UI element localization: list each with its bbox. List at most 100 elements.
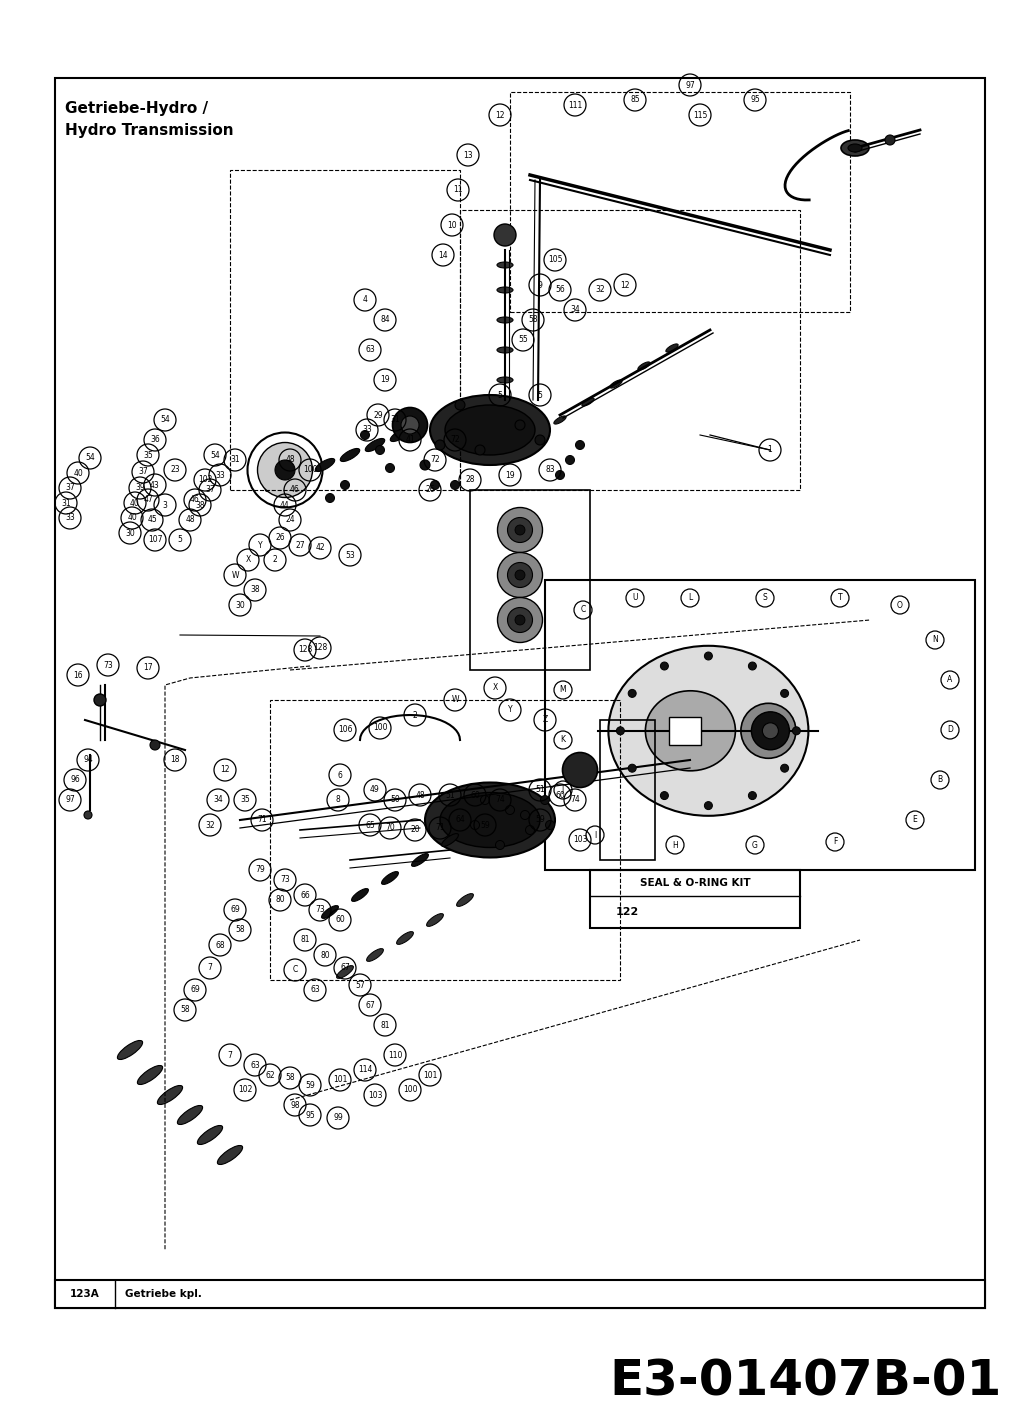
Bar [600,720,655,860]
Text: 5: 5 [538,391,543,399]
Text: 30: 30 [125,529,135,537]
Text: 72: 72 [450,435,460,445]
Text: 58: 58 [528,315,538,324]
Ellipse shape [436,441,445,450]
Text: 40: 40 [73,469,83,477]
Text: A: A [947,675,953,685]
Ellipse shape [322,905,338,918]
Text: 37: 37 [138,468,148,476]
Ellipse shape [628,764,636,772]
Text: 99: 99 [333,1114,343,1123]
Ellipse shape [616,726,624,735]
Text: 49: 49 [370,786,380,794]
Ellipse shape [84,811,92,818]
Ellipse shape [748,662,756,671]
Text: Y: Y [258,540,262,550]
Text: L: L [688,594,692,603]
Ellipse shape [258,442,313,497]
Ellipse shape [660,791,669,800]
Text: 62: 62 [265,1070,275,1080]
Text: 72: 72 [430,456,440,465]
Ellipse shape [341,449,360,462]
Text: 73: 73 [280,875,290,884]
Ellipse shape [495,840,505,850]
Text: 31: 31 [61,499,71,507]
Text: E: E [912,816,917,824]
Ellipse shape [265,479,285,492]
Text: B: B [937,776,942,784]
Ellipse shape [793,726,801,735]
Text: 7: 7 [207,963,213,972]
Text: 66: 66 [300,891,310,899]
Ellipse shape [352,888,368,901]
Bar [55,1280,985,1307]
Text: 48: 48 [285,456,295,465]
Text: M: M [559,685,567,695]
Text: 85: 85 [631,95,640,105]
Text: 47: 47 [143,496,153,504]
Text: 28: 28 [465,476,475,485]
Text: J: J [561,786,565,794]
Text: 33: 33 [65,513,75,523]
Text: G: G [752,840,757,850]
Ellipse shape [638,362,650,369]
Ellipse shape [741,703,796,759]
Text: 44: 44 [280,500,290,510]
Ellipse shape [471,820,480,830]
Text: 70: 70 [385,824,395,833]
Text: 19: 19 [506,470,515,479]
Text: 102: 102 [198,476,213,485]
Ellipse shape [137,1066,163,1084]
Text: 48: 48 [185,516,195,524]
Text: 96: 96 [70,776,79,784]
Ellipse shape [705,801,712,810]
Text: 58: 58 [181,1006,190,1015]
Text: 63: 63 [365,345,375,354]
Text: 43: 43 [150,480,160,489]
Text: 83: 83 [545,466,555,475]
Text: 29: 29 [374,411,383,419]
Ellipse shape [566,456,575,465]
Text: 81: 81 [300,935,310,945]
Text: 12: 12 [495,111,505,119]
Ellipse shape [360,431,369,439]
Text: 50: 50 [390,796,399,804]
Text: 48: 48 [415,790,425,800]
Text: 60: 60 [335,915,345,925]
Ellipse shape [705,652,712,659]
Text: 46: 46 [290,486,300,495]
Bar [510,92,850,313]
Text: 33: 33 [362,425,372,435]
Text: 69: 69 [230,905,239,915]
Ellipse shape [158,1086,183,1104]
Text: D: D [947,726,953,735]
Ellipse shape [660,662,669,671]
Text: X: X [492,684,497,692]
Ellipse shape [440,793,540,847]
Text: 95: 95 [305,1110,315,1120]
Text: 73: 73 [103,661,112,669]
Text: 100: 100 [302,466,317,475]
Ellipse shape [365,439,385,452]
Ellipse shape [401,416,419,433]
Ellipse shape [520,810,529,820]
Ellipse shape [562,753,598,787]
Ellipse shape [541,796,549,804]
Text: 18: 18 [170,756,180,764]
Text: 73: 73 [315,905,325,915]
Ellipse shape [290,469,310,482]
Text: 103: 103 [367,1090,382,1100]
Ellipse shape [426,914,444,926]
Text: 100: 100 [373,723,387,732]
Text: 106: 106 [337,726,352,735]
Ellipse shape [412,854,428,867]
Text: 8: 8 [335,796,341,804]
Ellipse shape [508,608,533,632]
Ellipse shape [451,480,459,489]
Text: 58: 58 [285,1073,295,1083]
Text: T: T [838,594,842,603]
Text: 31: 31 [230,456,239,465]
Text: 51: 51 [536,786,545,794]
Text: Hydro Transmission: Hydro Transmission [65,122,233,138]
Text: 41: 41 [406,435,415,445]
